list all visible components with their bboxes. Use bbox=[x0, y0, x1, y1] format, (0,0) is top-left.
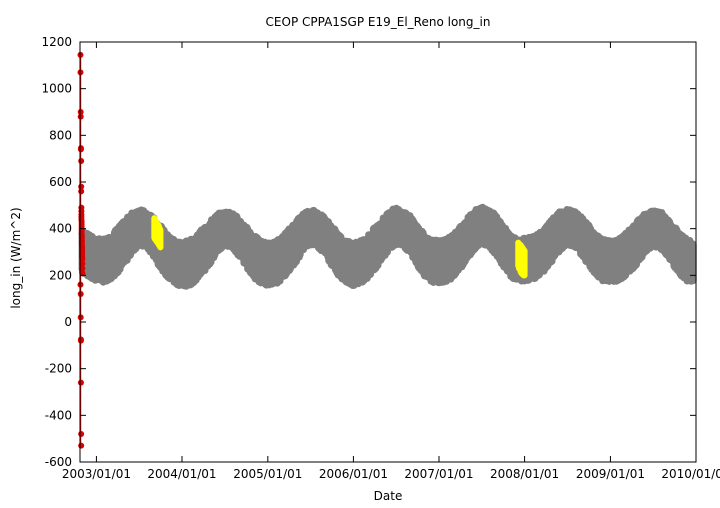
x-tick-label: 2005/01/01 bbox=[233, 467, 302, 481]
red-point bbox=[77, 146, 84, 153]
x-tick-label: 2010/01/01 bbox=[661, 467, 720, 481]
red-point bbox=[78, 431, 85, 437]
y-tick-label: -600 bbox=[45, 455, 72, 469]
plot-area bbox=[77, 51, 697, 449]
plot-frame bbox=[79, 41, 697, 463]
red-point bbox=[77, 113, 84, 120]
red-point bbox=[77, 314, 84, 321]
series-grey bbox=[78, 203, 697, 290]
y-tick-label: 400 bbox=[49, 222, 72, 236]
red-point bbox=[79, 256, 86, 262]
red-point bbox=[79, 270, 86, 276]
red-point bbox=[78, 158, 85, 164]
red-point bbox=[79, 260, 86, 267]
x-tick-label: 2003/01/01 bbox=[62, 467, 131, 481]
red-point bbox=[78, 442, 85, 449]
red-point bbox=[77, 109, 84, 115]
chart-title: CEOP CPPA1SGP E19_El_Reno long_in bbox=[266, 15, 491, 29]
y-tick-label: 800 bbox=[49, 128, 72, 142]
x-tick-label: 2008/01/01 bbox=[490, 467, 559, 481]
red-point bbox=[78, 188, 85, 195]
x-axis-label: Date bbox=[374, 489, 403, 503]
y-tick-label: -400 bbox=[45, 408, 72, 422]
x-tick-label: 2009/01/01 bbox=[576, 467, 645, 481]
y-axis-label: long_in (W/m^2) bbox=[9, 207, 23, 308]
y-tick-label: 0 bbox=[64, 315, 72, 329]
red-point bbox=[77, 379, 84, 386]
series-yellow-1 bbox=[151, 215, 164, 251]
y-tick-label: 1000 bbox=[41, 82, 72, 96]
red-point bbox=[79, 265, 86, 272]
red-point bbox=[77, 291, 84, 297]
axis-ticks: -600 -400 -200 0 200 400 600 800 1000 1200 2003/01… bbox=[41, 35, 720, 481]
x-tick-label: 2007/01/01 bbox=[404, 467, 473, 481]
y-tick-label: 200 bbox=[49, 268, 72, 282]
y-tick-label: -200 bbox=[45, 362, 72, 376]
x-tick-label: 2004/01/01 bbox=[147, 467, 216, 481]
red-point bbox=[77, 337, 84, 344]
x-tick-label: 2006/01/01 bbox=[319, 467, 388, 481]
y-tick-label: 1200 bbox=[41, 35, 72, 49]
y-tick-label: 600 bbox=[49, 175, 72, 189]
series-yellow-2 bbox=[515, 239, 528, 279]
